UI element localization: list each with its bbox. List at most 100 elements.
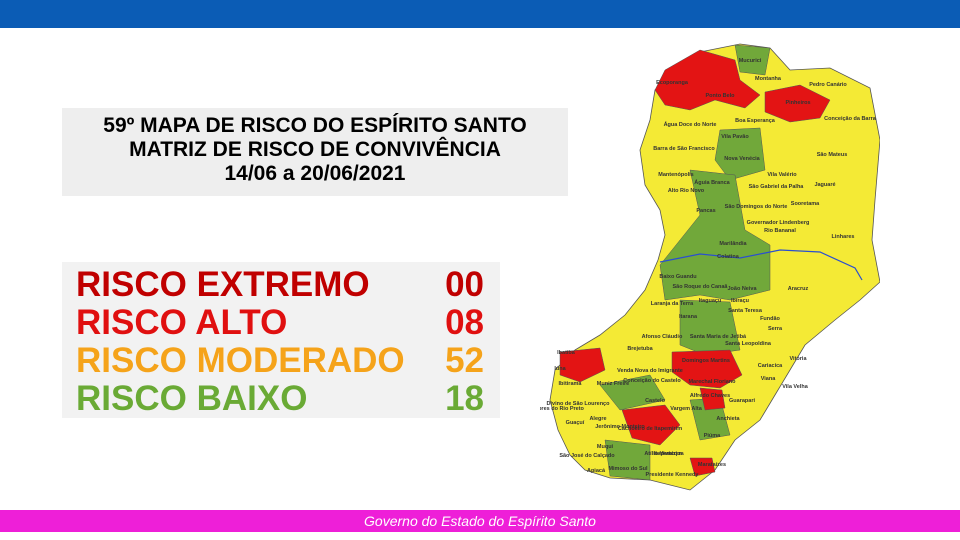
municipality-label: Santa Teresa bbox=[728, 308, 763, 314]
municipality-label: Alegre bbox=[589, 416, 606, 422]
municipality-label: Iúna bbox=[554, 366, 566, 372]
municipality-label: Muniz Freire bbox=[597, 381, 629, 387]
region-low bbox=[714, 127, 766, 181]
municipality-label: Viana bbox=[761, 376, 777, 382]
municipality-label: Ibitirama bbox=[559, 381, 583, 387]
municipality-label: Montanha bbox=[755, 76, 782, 82]
risk-row: RISCO BAIXO 18 bbox=[76, 380, 492, 418]
municipality-label: Divino de São Lourenço bbox=[547, 401, 611, 407]
top-bar bbox=[0, 0, 960, 28]
municipality-label: Conceição da Barra bbox=[824, 116, 877, 122]
region-high bbox=[699, 387, 726, 411]
risk-row: RISCO EXTREMO 00 bbox=[76, 266, 492, 304]
municipality-label: Itarana bbox=[679, 314, 698, 320]
risk-count: 00 bbox=[445, 265, 484, 304]
municipality-label: Ponto Belo bbox=[705, 93, 735, 99]
risk-label: RISCO EXTREMO bbox=[76, 265, 370, 304]
municipality-label: Linhares bbox=[832, 234, 855, 240]
region-high bbox=[671, 349, 743, 389]
municipality-label: Alto Rio Novo bbox=[668, 188, 705, 194]
municipality-label: Vargem Alta bbox=[670, 406, 703, 412]
municipality-label: Vitória bbox=[789, 356, 807, 362]
municipality-label: Ibiraçu bbox=[731, 298, 749, 304]
risk-map: Mucurici Montanha Pedro Canário Ecoporanga P… bbox=[540, 43, 880, 491]
municipality-label: João Neiva bbox=[727, 286, 757, 292]
region-low bbox=[659, 169, 771, 301]
municipality-label: Jerônimo Monteiro bbox=[595, 424, 645, 430]
municipality-label: Pinheiros bbox=[785, 100, 810, 106]
municipality-label: Ecoporanga bbox=[656, 80, 689, 86]
region-low bbox=[604, 439, 651, 481]
municipality-label: Brejetuba bbox=[627, 346, 653, 352]
municipality-label: Barra de São Francisco bbox=[653, 146, 715, 152]
municipality-label: Mucurici bbox=[739, 58, 762, 64]
municipality-label: Muqui bbox=[597, 444, 614, 450]
municipality-label: Fundão bbox=[760, 316, 780, 322]
region-low bbox=[734, 44, 771, 76]
municipality-label: São José do Calçado bbox=[559, 453, 615, 459]
municipality-label: Conceição do Castelo bbox=[623, 378, 681, 384]
region-high bbox=[689, 457, 716, 477]
municipality-label: Nova Venécia bbox=[724, 156, 760, 162]
municipality-label: Castelo bbox=[645, 398, 666, 404]
title-line: MATRIZ DE RISCO DE CONVIVÊNCIA bbox=[129, 138, 501, 161]
region-high bbox=[654, 49, 761, 111]
municipality-label: Aracruz bbox=[788, 286, 809, 292]
region-high bbox=[764, 84, 831, 123]
region-low bbox=[599, 374, 666, 411]
municipality-label: Águia Branca bbox=[694, 179, 730, 186]
municipality-label: Afonso Cláudio bbox=[642, 334, 683, 340]
municipality-label: Pedro Canário bbox=[809, 82, 847, 88]
municipality-label: Laranja da Terra bbox=[651, 301, 694, 307]
title-box: 59º MAPA DE RISCO DO ESPÍRITO SANTO MATR… bbox=[62, 108, 568, 196]
risk-box: RISCO EXTREMO 00 RISCO ALTO 08 RISCO MODERAD… bbox=[62, 262, 500, 418]
municipality-label: Atílio Vivácqua bbox=[644, 451, 684, 457]
municipality-label: Apiacá bbox=[587, 468, 606, 474]
municipality-label: Cariacica bbox=[758, 363, 783, 369]
municipality-label: Cachoeiro de Itapemirim bbox=[618, 426, 682, 432]
municipality-label: Marilândia bbox=[719, 241, 747, 247]
region-high bbox=[621, 404, 681, 446]
risk-count: 08 bbox=[445, 303, 484, 342]
municipality-label: Santa Maria de Jetibá bbox=[690, 334, 747, 340]
municipality-label: Vila Velha bbox=[782, 384, 809, 390]
municipality-label: Dores do Rio Preto bbox=[540, 406, 585, 412]
municipality-label: Mantenópolis bbox=[658, 172, 693, 178]
risk-label: RISCO BAIXO bbox=[76, 379, 308, 418]
title-line: 59º MAPA DE RISCO DO ESPÍRITO SANTO bbox=[103, 114, 527, 137]
municipality-label: Anchieta bbox=[716, 416, 740, 422]
municipality-label: Marataízes bbox=[698, 462, 726, 468]
municipality-label: Ibatiba bbox=[557, 350, 576, 356]
municipality-label: Venda Nova do Imigrante bbox=[617, 368, 683, 374]
municipality-label: Colatina bbox=[717, 254, 740, 260]
risk-count: 18 bbox=[445, 379, 484, 418]
risk-count: 52 bbox=[445, 341, 484, 380]
municipality-label: Alfredo Chaves bbox=[690, 393, 730, 399]
municipality-label: Vila Pavão bbox=[721, 134, 749, 140]
municipality-label: Jaguaré bbox=[814, 182, 835, 188]
municipality-label: Governador Lindenberg bbox=[747, 220, 810, 226]
risk-label: RISCO ALTO bbox=[76, 303, 288, 342]
municipality-label: Boa Esperança bbox=[735, 118, 776, 124]
municipality-label: Vila Valério bbox=[767, 172, 797, 178]
municipality-label: Itapemirim bbox=[654, 451, 682, 457]
municipality-label: Domingos Martins bbox=[682, 358, 730, 364]
risk-row: RISCO MODERADO 52 bbox=[76, 342, 492, 380]
municipality-label: São Domingos do Norte bbox=[725, 204, 788, 210]
municipality-label: Guarapari bbox=[729, 398, 755, 404]
municipality-label: Guaçuí bbox=[566, 420, 585, 426]
municipality-label: São Gabriel da Palha bbox=[749, 184, 805, 190]
municipality-label: Rio Bananal bbox=[764, 228, 796, 234]
region-high bbox=[559, 347, 606, 383]
municipality-label: Baixo Guandu bbox=[659, 274, 696, 280]
river bbox=[659, 249, 863, 281]
title-line: 14/06 a 20/06/2021 bbox=[224, 162, 406, 185]
municipality-label: Água Doce do Norte bbox=[664, 121, 717, 128]
municipality-label: Marechal Floriano bbox=[688, 379, 736, 385]
municipality-label: Santa Leopoldina bbox=[725, 341, 772, 347]
municipality-label: Sooretama bbox=[791, 201, 820, 207]
municipality-label: Itaguaçu bbox=[699, 298, 722, 304]
municipality-label: Pancas bbox=[696, 208, 715, 214]
municipality-label: São Mateus bbox=[817, 152, 848, 158]
